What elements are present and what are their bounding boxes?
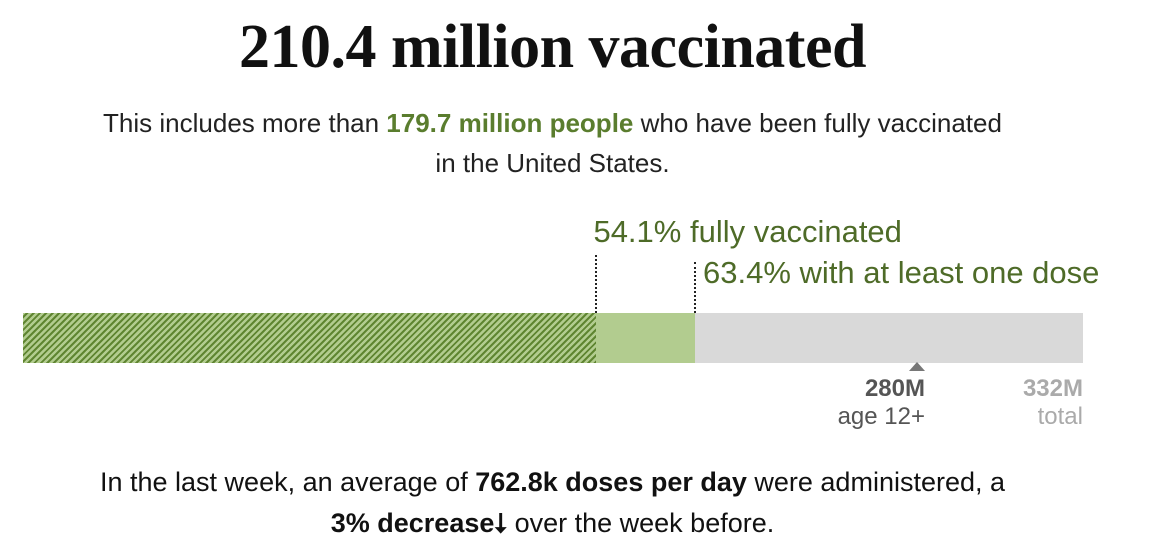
subtitle-tail-text: who have been fully vaccinated bbox=[633, 108, 1002, 138]
page-title: 210.4 million vaccinated bbox=[239, 13, 866, 81]
fully-vaccinated-label: 54.1% fully vaccinated bbox=[593, 214, 902, 249]
arrow-down-icon: ⭣ bbox=[494, 508, 508, 538]
weekly-change-percent: 3% decrease bbox=[330, 508, 495, 538]
daily-doses-average: 762.8k doses per day bbox=[475, 467, 747, 497]
tick-280-caption: age 12+ bbox=[837, 403, 925, 430]
tick-total-population: 332M total bbox=[1023, 375, 1083, 431]
subtitle-lead-text: This includes more than bbox=[103, 108, 387, 138]
footer-tail-text: were administered, a bbox=[746, 467, 1006, 497]
footer-lead-text: In the last week, an average of bbox=[99, 467, 476, 497]
tick-age-12-plus: 280M age 12+ bbox=[838, 375, 925, 431]
fully-vaccinated-count: 179.7 million people bbox=[386, 108, 634, 138]
triangle-up-icon bbox=[908, 362, 925, 371]
weekly-doses-summary: In the last week, an average of 762.8k d… bbox=[0, 462, 1105, 544]
fully-vaccinated-leader-line bbox=[595, 255, 598, 313]
tick-280-value: 280M bbox=[864, 375, 925, 402]
bar-segment-fully-vaccinated bbox=[23, 313, 597, 363]
tick-332-caption: total bbox=[1037, 403, 1083, 430]
subtitle: This includes more than 179.7 million pe… bbox=[0, 103, 1105, 183]
one-dose-leader-line bbox=[694, 262, 697, 313]
one-dose-label: 63.4% with at least one dose bbox=[703, 255, 1100, 290]
vaccination-progress-bar bbox=[23, 313, 1083, 363]
tick-332-value: 332M bbox=[1022, 375, 1083, 402]
subtitle-second-line: in the United States. bbox=[435, 148, 670, 178]
footer-closing-text: over the week before. bbox=[507, 508, 775, 538]
